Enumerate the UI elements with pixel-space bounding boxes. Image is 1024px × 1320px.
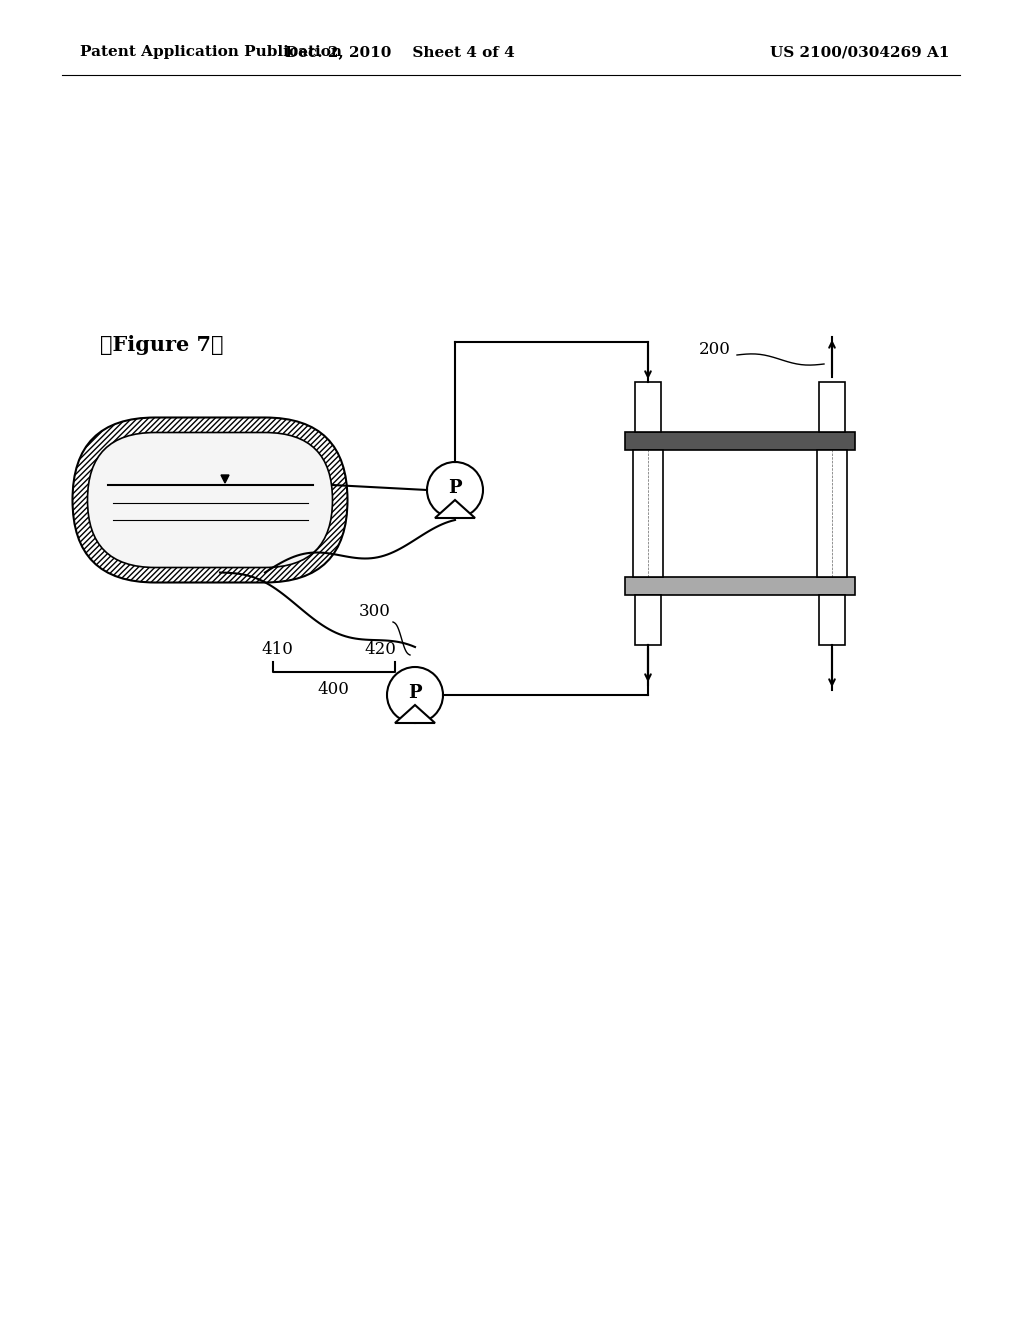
Text: Patent Application Publication: Patent Application Publication xyxy=(80,45,342,59)
Text: US 2100/0304269 A1: US 2100/0304269 A1 xyxy=(770,45,949,59)
Text: Dec. 2, 2010    Sheet 4 of 4: Dec. 2, 2010 Sheet 4 of 4 xyxy=(285,45,515,59)
Text: 200: 200 xyxy=(699,342,731,359)
Bar xyxy=(635,381,662,432)
Polygon shape xyxy=(435,500,475,517)
Bar xyxy=(817,450,847,577)
Circle shape xyxy=(427,462,483,517)
Circle shape xyxy=(387,667,443,723)
Bar xyxy=(625,577,855,595)
Text: 300: 300 xyxy=(359,603,391,620)
Polygon shape xyxy=(221,475,229,483)
FancyBboxPatch shape xyxy=(87,433,333,568)
Text: P: P xyxy=(449,479,462,498)
Text: 420: 420 xyxy=(365,642,396,659)
Polygon shape xyxy=(395,705,435,723)
Text: 400: 400 xyxy=(317,681,349,698)
Text: 【Figure 7】: 【Figure 7】 xyxy=(100,335,223,355)
FancyBboxPatch shape xyxy=(73,417,347,582)
Text: P: P xyxy=(409,684,422,702)
Bar xyxy=(625,432,855,450)
Text: 410: 410 xyxy=(261,642,294,659)
Bar xyxy=(635,595,662,645)
Bar xyxy=(819,381,845,432)
Bar xyxy=(819,595,845,645)
Bar xyxy=(633,450,663,577)
